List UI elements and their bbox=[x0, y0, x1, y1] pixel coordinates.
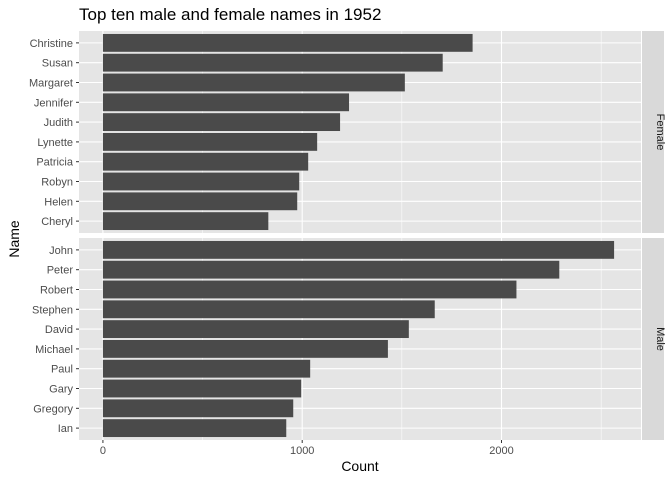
y-tick-label: Robert bbox=[40, 284, 73, 296]
facet-panel-female: Christine Susan Margaret Jennifer Judith Lyne… bbox=[29, 31, 666, 233]
bar-stephen bbox=[102, 300, 435, 319]
bar-patricia bbox=[102, 152, 309, 171]
facet-strip-label: Female bbox=[654, 114, 666, 151]
y-tick-label: Gregory bbox=[33, 403, 73, 415]
y-tick-label: Helen bbox=[44, 196, 73, 208]
bar-lynette bbox=[102, 132, 318, 151]
bar-gary bbox=[102, 379, 302, 398]
y-tick-label: Lynette bbox=[37, 137, 73, 149]
chart-title: Top ten male and female names in 1952 bbox=[79, 5, 381, 24]
bar-peter bbox=[102, 260, 560, 279]
chart-panels: Christine Susan Margaret Jennifer Judith Lyne… bbox=[29, 31, 666, 440]
bar-susan bbox=[102, 53, 443, 72]
bar-helen bbox=[102, 192, 298, 211]
x-axis-title: Count bbox=[341, 458, 378, 474]
y-tick-label: Michael bbox=[35, 344, 73, 356]
x-axis: 0 1000 2000 bbox=[100, 440, 514, 457]
facet-strip-label: Male bbox=[654, 327, 666, 351]
y-tick-label: John bbox=[49, 245, 73, 257]
y-tick-label: Ian bbox=[58, 423, 73, 435]
bar-robert bbox=[102, 280, 517, 299]
y-tick-label: Christine bbox=[30, 38, 73, 50]
y-tick-label: Margaret bbox=[29, 77, 73, 89]
bar-christine bbox=[102, 33, 473, 52]
y-tick-label: Peter bbox=[47, 265, 74, 277]
x-tick-label: 2000 bbox=[489, 445, 513, 457]
facet-strip bbox=[642, 238, 664, 440]
y-tick-label: David bbox=[45, 324, 73, 336]
x-tick-label: 0 bbox=[100, 445, 106, 457]
x-tick-label: 1000 bbox=[290, 445, 314, 457]
bar-margaret bbox=[102, 73, 405, 92]
bar-john bbox=[102, 240, 615, 259]
bar-paul bbox=[102, 359, 311, 378]
y-tick-label: Gary bbox=[49, 384, 73, 396]
bar-michael bbox=[102, 339, 388, 358]
bar-jennifer bbox=[102, 93, 350, 112]
bar-david bbox=[102, 320, 409, 339]
y-axis-title: Name bbox=[6, 220, 22, 258]
facet-panel-male: John Peter Robert Stephen David Michael Paul Ga… bbox=[32, 238, 666, 440]
bar-robyn bbox=[102, 172, 300, 191]
y-tick-label: Susan bbox=[42, 58, 73, 70]
y-tick-label: Patricia bbox=[36, 157, 74, 169]
facet-strip bbox=[642, 31, 664, 233]
y-tick-label: Judith bbox=[44, 117, 73, 129]
y-tick-label: Jennifer bbox=[34, 97, 73, 109]
bar-gregory bbox=[102, 399, 294, 418]
bar-ian bbox=[102, 419, 287, 438]
bar-judith bbox=[102, 113, 341, 132]
bar-cheryl bbox=[102, 212, 269, 231]
y-tick-label: Paul bbox=[51, 364, 73, 376]
y-tick-label: Robyn bbox=[41, 177, 73, 189]
y-tick-label: Stephen bbox=[32, 304, 73, 316]
y-tick-label: Cheryl bbox=[41, 216, 73, 228]
